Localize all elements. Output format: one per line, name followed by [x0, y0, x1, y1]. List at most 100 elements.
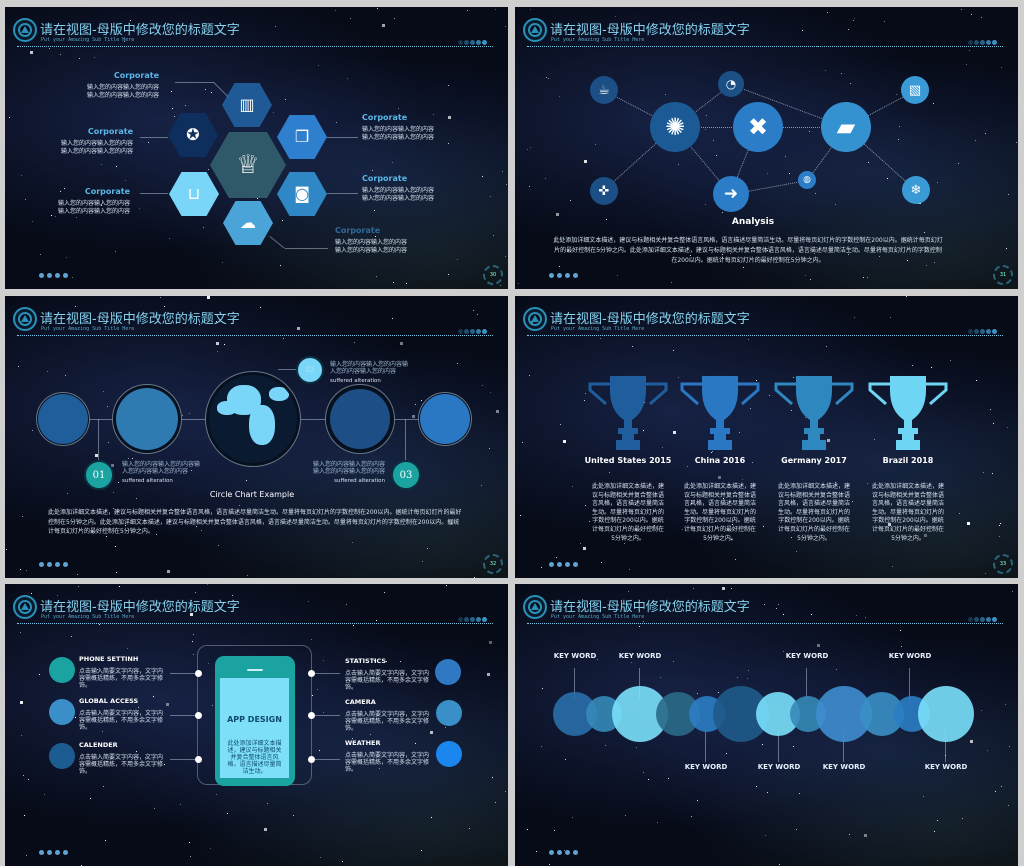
hexagon-tile: ✪ — [168, 113, 218, 157]
slide-4[interactable]: 请在视图-母版中修改您的标题文字 Put your Amazing Sub Tit… — [515, 296, 1018, 578]
header-dot-5 — [482, 329, 487, 334]
footer-dot-4 — [573, 850, 578, 855]
slide-5[interactable]: 请在视图-母版中修改您的标题文字 Put your Amazing Sub Tit… — [5, 584, 508, 866]
header-divider — [527, 623, 1003, 624]
header-dot-1 — [968, 329, 973, 334]
feature-circle — [49, 699, 75, 725]
chart-circle — [420, 394, 470, 444]
feature-circle — [435, 659, 461, 685]
slide-1[interactable]: 请在视图-母版中修改您的标题文字 Put your Amazing Sub Tit… — [5, 7, 508, 289]
page-number: 32 — [489, 561, 497, 567]
footer-dot-2 — [557, 850, 562, 855]
hexagon-tile: ♕ — [210, 132, 286, 198]
connector-line — [213, 82, 228, 97]
network-node: ➜ — [713, 176, 749, 212]
truck-icon: ▰ — [836, 113, 856, 141]
network-link — [675, 127, 758, 128]
slide-6[interactable]: 请在视图-母版中修改您的标题文字 Put your Amazing Sub Tit… — [515, 584, 1018, 866]
chart-circle — [116, 388, 178, 450]
slide-subtitle: Put your Amazing Sub Title Here — [551, 37, 645, 43]
browser-window-icon: ❐ — [294, 127, 310, 146]
footer-dot-1 — [549, 562, 554, 567]
keyword-label: KEY WORD — [757, 763, 801, 771]
slide-2[interactable]: 请在视图-母版中修改您的标题文字 Put your Amazing Sub Tit… — [515, 7, 1018, 289]
header-divider — [17, 46, 493, 47]
header-dot-3 — [470, 329, 475, 334]
trophy-label: China 2016 — [694, 456, 746, 465]
chart-circle — [38, 394, 88, 444]
slide-3[interactable]: 请在视图-母版中修改您的标题文字 Put your Amazing Sub Tit… — [5, 296, 508, 578]
logo-icon — [523, 18, 547, 42]
item-text: 输入您的内容输入您的内容 — [86, 84, 159, 91]
lightbulb-icon: ✺ — [664, 113, 686, 141]
keyword-label: KEY WORD — [684, 763, 728, 771]
hexagon-tile: ▥ — [222, 83, 272, 127]
video-camera-icon: ◙ — [294, 184, 310, 203]
page-number: 31 — [999, 272, 1007, 278]
page-number-badge: 32 — [483, 554, 503, 574]
slide-title: 请在视图-母版中修改您的标题文字 — [550, 600, 750, 615]
footer-dot-4 — [573, 562, 578, 567]
header-dot-3 — [980, 617, 985, 622]
header-dot-1 — [968, 40, 973, 45]
header-dot-3 — [980, 40, 985, 45]
page-number: 30 — [489, 272, 497, 278]
connector-dot — [307, 711, 315, 719]
step-number: 01 — [92, 469, 106, 481]
keyword-label: KEY WORD — [924, 763, 968, 771]
logo-icon — [523, 595, 547, 619]
connector-line — [140, 193, 168, 194]
feature-title: CAMERA — [345, 698, 376, 706]
connector-dot — [307, 669, 315, 677]
connector-dot — [194, 711, 202, 719]
header-dot-1 — [458, 617, 463, 622]
logo-icon — [13, 595, 37, 619]
item-text: 输入您的内容输入您的内容 — [362, 187, 435, 194]
network-node: ✖ — [733, 102, 783, 152]
snowflake-icon: ❄ — [910, 182, 922, 198]
app-design-text: 此处添加详细文本描述，建议与标题相关并复合整体语言风格，语言描述尽量简洁生动。 — [227, 740, 282, 775]
caption-text: 入您的内容输入您的内容 — [122, 468, 189, 475]
caption-text: 输入您的内容输入您的内容输 — [330, 361, 409, 368]
slide-title: 请在视图-母版中修改您的标题文字 — [550, 23, 750, 38]
item-title: Corporate — [87, 127, 133, 136]
feature-text: 点击输入简要文字内容，文字内容需概括精炼，不用多余文字修饰。 — [345, 752, 430, 773]
footer-dot-2 — [47, 273, 52, 278]
slide-title: 请在视图-母版中修改您的标题文字 — [40, 600, 240, 615]
footer-dot-1 — [39, 273, 44, 278]
feature-circle — [49, 743, 75, 769]
footer-dot-4 — [63, 562, 68, 567]
trophy-icon — [868, 376, 948, 450]
network-link — [758, 127, 846, 128]
cart-icon: ⊔ — [187, 184, 201, 203]
gamepad-icon: ✜ — [598, 183, 610, 199]
feature-title: CALENDER — [79, 741, 118, 749]
item-text: 输入您的内容输入您的内容 — [335, 247, 408, 254]
hexagon-tile: ⊔ — [169, 172, 219, 216]
footer-dot-4 — [63, 850, 68, 855]
trophy-label: United States 2015 — [584, 456, 672, 465]
footer-dot-2 — [557, 273, 562, 278]
feature-text: 点击输入简要文字内容，文字内容需概括精炼，不用多余文字修饰。 — [345, 670, 430, 691]
header-dot-5 — [992, 329, 997, 334]
item-text: 输入您的内容输入您的内容 — [60, 140, 133, 147]
star-field — [5, 584, 6, 585]
connector-line — [311, 673, 340, 674]
coffee-icon: ☕ — [598, 82, 610, 98]
step-number: 03 — [399, 469, 413, 481]
network-node: ◔ — [718, 71, 744, 97]
page-number: 33 — [999, 561, 1007, 567]
trophy-description: 此处添加详细文本描述，建议与标题相关并复合整体语言风格，语言描述尽量简洁生动。尽… — [872, 483, 945, 542]
footer-dot-2 — [47, 562, 52, 567]
header-divider — [527, 46, 1003, 47]
connector-dot — [194, 669, 202, 677]
header-dot-4 — [476, 617, 481, 622]
hexagon-tile: ❐ — [277, 115, 327, 159]
slide-subtitle: Put your Amazing Sub Title Here — [41, 326, 135, 332]
clapperboard-icon: ▧ — [908, 82, 922, 98]
phone-speaker — [247, 669, 263, 671]
header-dot-2 — [974, 617, 979, 622]
item-title: Corporate — [362, 174, 408, 183]
header-dot-2 — [464, 329, 469, 334]
app-design-title: APP DESIGN — [227, 715, 282, 724]
